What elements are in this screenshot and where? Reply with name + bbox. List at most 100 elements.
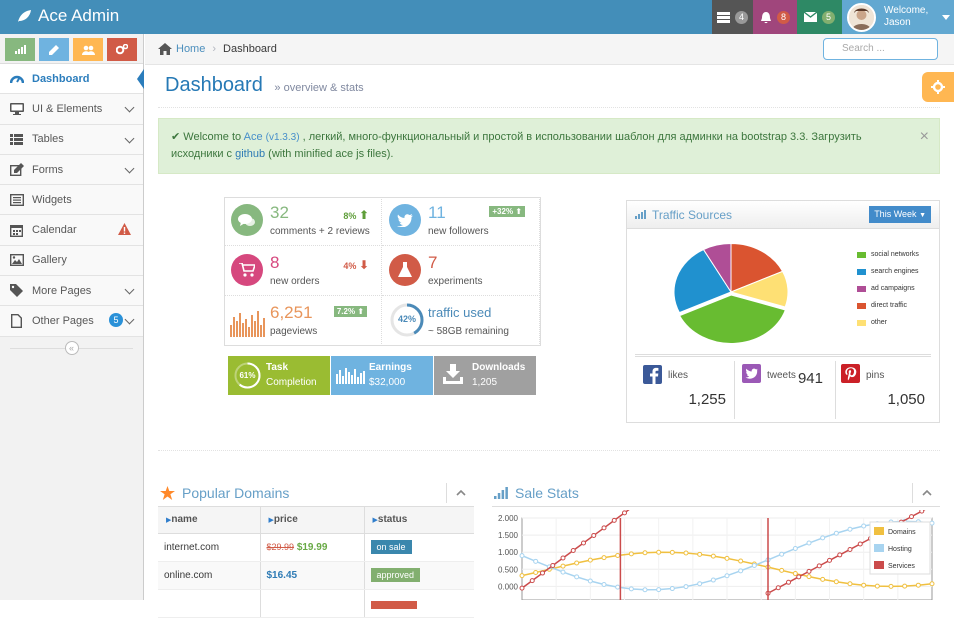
messages-badge: 5 <box>822 10 835 24</box>
services-point <box>919 510 925 514</box>
legend-label: Domains <box>888 529 916 536</box>
notifications-button[interactable]: 8 <box>753 0 797 34</box>
hosting-point <box>847 526 853 532</box>
tile-title: Task <box>266 362 289 373</box>
check-icon: ✔ <box>171 131 184 143</box>
likes-label: likes <box>668 370 689 381</box>
breadcrumb-home[interactable]: Home <box>176 43 206 55</box>
tweets-value: 941 <box>797 370 823 387</box>
domains-point <box>656 549 662 555</box>
envelope-icon <box>804 12 817 22</box>
sidebar-item-gallery[interactable]: Gallery <box>0 245 143 277</box>
services-point <box>611 517 617 523</box>
pinterest-icon <box>841 364 860 383</box>
infobox-stat: +32% ⬆ <box>489 206 525 217</box>
alert-pre: Welcome to <box>183 131 244 143</box>
caret-right-icon: ▶ <box>268 517 274 525</box>
sidebar-item-more-pages[interactable]: More Pages <box>0 276 143 307</box>
domains-point <box>560 563 566 569</box>
domain-name <box>158 589 261 618</box>
hosting-point <box>738 568 744 574</box>
alert-brand: Ace <box>243 131 263 143</box>
services-point <box>796 574 802 580</box>
status-badge: approved <box>370 568 421 582</box>
search-input[interactable]: Search ... <box>823 38 938 60</box>
hosting-point <box>560 569 566 575</box>
services-point <box>560 555 566 561</box>
hosting-point <box>683 584 689 590</box>
home-icon <box>158 43 172 55</box>
user-menu[interactable]: Welcome, Jason <box>842 0 954 34</box>
shortcut-settings-button[interactable] <box>107 38 137 61</box>
period-dropdown[interactable]: This Week ▼ <box>869 206 931 223</box>
signal-icon <box>494 486 508 499</box>
infobox-text: ~ 58GB remaining <box>428 326 509 337</box>
search-placeholder: Search ... <box>842 43 885 54</box>
new-price: $16.45 <box>266 569 298 581</box>
domains-point <box>587 557 593 563</box>
column-header-status[interactable]: ▶status <box>364 507 474 534</box>
alert-version: (v1.3.3) <box>265 132 300 143</box>
sidebar-item-label: Other Pages <box>32 315 94 328</box>
infobox-text: experiments <box>428 276 483 287</box>
collapse-widget-button[interactable] <box>912 483 940 503</box>
tile-subtitle: $32,000 <box>369 377 406 388</box>
sidebar-item-other-pages[interactable]: Other Pages 5 <box>0 306 143 337</box>
tile-downloads[interactable]: Downloads 1,205 <box>434 356 536 395</box>
legend-label: Hosting <box>888 546 912 553</box>
desktop-icon <box>9 101 24 116</box>
pie-chart <box>673 243 789 344</box>
sidebar-item-widgets[interactable]: Widgets <box>0 185 143 216</box>
gear-icon <box>931 80 945 94</box>
hosting-point <box>587 578 593 584</box>
tile-task[interactable]: 61% Task Completion <box>228 356 330 395</box>
infobox-followers: 11 new followers +32% ⬆ <box>382 197 540 246</box>
legend-item: social networks <box>857 246 919 263</box>
y-tick-label: 1.500 <box>498 531 519 540</box>
messages-button[interactable]: 5 <box>797 0 842 34</box>
collapse-widget-button[interactable] <box>446 483 474 503</box>
domains-point <box>533 570 539 576</box>
infobox-text: new followers <box>428 226 489 237</box>
infobox-text: pageviews <box>270 326 318 337</box>
sidebar-item-label: More Pages <box>32 284 92 297</box>
close-alert-button[interactable]: × <box>919 128 929 145</box>
sidebar-item-forms[interactable]: Forms <box>0 154 143 186</box>
breadcrumb-current: Dashboard <box>223 43 277 55</box>
infobox-pageviews: 6,251 pageviews 7.2% ⬆ <box>224 297 382 346</box>
column-header-name[interactable]: ▶name <box>158 507 261 534</box>
users-icon <box>81 45 95 55</box>
shortcut-users-button[interactable] <box>73 38 103 61</box>
settings-button[interactable] <box>922 72 954 102</box>
pie-slice <box>673 248 732 314</box>
tasks-button[interactable]: 4 <box>712 0 753 34</box>
pins-stat: pins 1,050 <box>837 361 933 419</box>
hosting-point <box>806 540 812 546</box>
domains-point <box>642 550 648 556</box>
section-title: Popular Domains <box>182 484 290 501</box>
collapse-button[interactable]: « <box>64 340 79 355</box>
sale-stats-chart: 2.000 1.500 1.000 0.500 0.000 Domains Hosting S… <box>498 510 935 600</box>
tile-earnings[interactable]: Earnings $32,000 <box>331 356 433 395</box>
list-alt-icon <box>9 192 24 207</box>
domain-price <box>260 589 365 618</box>
domains-point <box>915 582 921 588</box>
alert-post: (with minified ace js files). <box>265 148 394 160</box>
sidebar-item-tables[interactable]: Tables <box>0 124 143 155</box>
arrow-up-icon: ⬆ <box>357 307 364 316</box>
legend-swatch <box>857 251 866 258</box>
shortcut-edit-button[interactable] <box>39 38 69 61</box>
github-link[interactable]: github <box>235 148 266 160</box>
infobox-stat-value: 8% <box>343 211 357 221</box>
pie-slice <box>678 294 787 344</box>
sidebar-item-ui-elements[interactable]: UI & Elements <box>0 94 143 125</box>
shortcut-stats-button[interactable] <box>5 38 35 61</box>
domains-point <box>779 567 785 573</box>
sidebar-item-calendar[interactable]: Calendar <box>0 215 143 246</box>
traffic-sources-widget: Traffic Sources This Week ▼ social netwo… <box>626 200 940 423</box>
section-title: Sale Stats <box>515 484 579 501</box>
brand[interactable]: Ace Admin <box>16 6 119 26</box>
sidebar-item-dashboard[interactable]: Dashboard <box>0 64 144 95</box>
column-header-price[interactable]: ▶price <box>260 507 365 534</box>
domains-point <box>697 551 703 557</box>
